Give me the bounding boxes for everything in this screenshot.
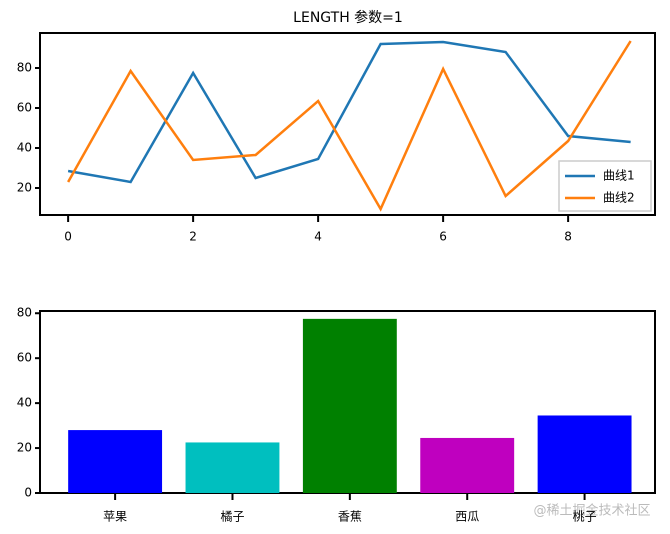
x-tick-label: 橘子 (220, 509, 244, 524)
bar (537, 415, 632, 493)
y-tick-label: 60 (17, 101, 32, 115)
y-tick-label: 40 (17, 396, 32, 410)
axes-frame (39, 32, 656, 216)
y-tick-label: 80 (17, 306, 32, 320)
y-tick-label: 20 (17, 181, 32, 195)
x-tick-label: 4 (314, 230, 322, 244)
y-tick-label: 0 (24, 486, 32, 500)
x-tick-label: 香蕉 (338, 510, 362, 524)
line-series (67, 40, 631, 184)
bar (185, 442, 280, 493)
watermark: @稀土掘金技术社区 (533, 503, 650, 519)
line-series (67, 40, 632, 212)
y-tick-label: 40 (17, 141, 32, 155)
legend-label: 曲线2 (603, 191, 635, 205)
legend-label: 曲线1 (603, 169, 635, 183)
x-tick-label: 6 (439, 230, 447, 244)
x-tick-label: 西瓜 (455, 510, 479, 524)
bar (302, 318, 397, 493)
x-tick-label: 2 (189, 230, 197, 244)
chart-title: LENGTH 参数=1 (293, 9, 403, 26)
x-tick-label: 桃子 (573, 509, 597, 524)
y-tick-label: 80 (17, 61, 32, 75)
y-tick-label: 60 (17, 351, 32, 365)
y-tick-label: 20 (17, 441, 32, 455)
x-tick-label: 苹果 (103, 510, 127, 524)
x-tick-label: 8 (564, 230, 572, 244)
bar (420, 437, 515, 493)
x-tick-label: 0 (64, 230, 72, 244)
bar (68, 430, 163, 493)
legend-box (558, 160, 652, 212)
